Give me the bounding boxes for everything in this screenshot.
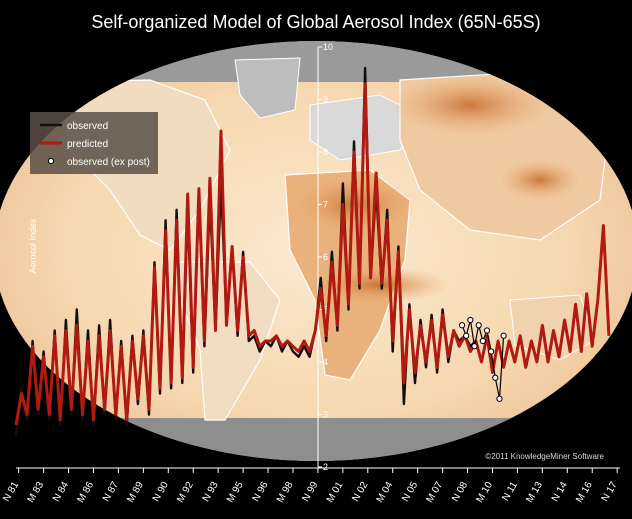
series-expost-point bbox=[479, 337, 486, 345]
x-axis-ticks: N 81 M 83 N 84 M 86 N 87 M 89 N 90 M 92 N 93 M 95… bbox=[1, 468, 620, 505]
chart-title: Self-organized Model of Global Aerosol I… bbox=[91, 12, 540, 32]
series-expost-point bbox=[475, 322, 482, 329]
series-expost-point bbox=[500, 332, 507, 339]
x-tick-label: N 05 bbox=[400, 480, 420, 504]
x-tick-label: M 98 bbox=[275, 480, 296, 505]
x-tick-label: N 84 bbox=[51, 480, 71, 504]
y-tick-label: 3 bbox=[323, 410, 328, 420]
x-tick-label: N 17 bbox=[600, 480, 620, 504]
x-tick-label: N 93 bbox=[201, 480, 221, 504]
x-tick-label: N 14 bbox=[550, 480, 570, 504]
x-tick-label: N 11 bbox=[500, 480, 520, 504]
x-tick-label: M 10 bbox=[474, 480, 495, 505]
legend-observed-label: observed bbox=[67, 121, 108, 132]
legend-expost-swatch bbox=[47, 157, 55, 165]
y-axis-title: Aerosol Index bbox=[28, 218, 38, 274]
x-tick-label: N 87 bbox=[101, 480, 121, 504]
x-tick-label: M 92 bbox=[175, 480, 196, 505]
y-tick-label: 2 bbox=[323, 462, 328, 472]
series-expost-point bbox=[471, 343, 478, 350]
x-tick-label: M 01 bbox=[325, 480, 346, 505]
south-asia-dust-plume bbox=[500, 160, 580, 200]
series-expost-point bbox=[483, 327, 491, 334]
y-tick-label: 9 bbox=[323, 95, 328, 105]
x-tick-label: N 81 bbox=[1, 480, 21, 504]
south-polar-region bbox=[0, 418, 632, 461]
x-tick-label: M 04 bbox=[375, 480, 396, 505]
x-tick-label: M 95 bbox=[225, 480, 246, 505]
x-tick-label: N 02 bbox=[350, 480, 370, 504]
greenland-landmass bbox=[234, 57, 301, 119]
y-axis-ticks: 2 3 4 5 6 7 8 9 10 bbox=[318, 42, 333, 472]
series-expost-point bbox=[492, 374, 499, 381]
x-tick-label: M 86 bbox=[75, 480, 96, 505]
legend: observed predicted observed (ex post) bbox=[30, 112, 158, 174]
series-expost-point bbox=[488, 348, 495, 355]
series-expost-point bbox=[496, 395, 503, 402]
x-tick-label: N 90 bbox=[151, 480, 171, 504]
atlantic-dust-plume bbox=[310, 267, 450, 303]
series-expost-point bbox=[467, 316, 474, 324]
x-tick-label: M 89 bbox=[125, 480, 146, 505]
x-tick-label: N 08 bbox=[450, 480, 470, 504]
x-tick-label: M 16 bbox=[574, 480, 595, 505]
y-tick-label: 4 bbox=[323, 357, 328, 367]
x-tick-label: N 99 bbox=[300, 480, 320, 504]
y-tick-label: 10 bbox=[323, 42, 333, 52]
credit-text: ©2011 KnowledgeMiner Software bbox=[485, 452, 604, 461]
series-predicted-line bbox=[14, 82, 611, 426]
y-tick-label: 8 bbox=[323, 147, 328, 157]
y-tick-label: 6 bbox=[323, 252, 328, 262]
x-tick-label: M 13 bbox=[524, 480, 545, 505]
x-tick-label: N 96 bbox=[251, 480, 271, 504]
legend-predicted-label: predicted bbox=[67, 139, 108, 150]
legend-expost-label: observed (ex post) bbox=[67, 157, 150, 168]
x-tick-label: M 07 bbox=[425, 480, 446, 505]
asian-dust-plume bbox=[390, 75, 550, 135]
y-tick-label: 7 bbox=[323, 200, 328, 210]
series-expost-point bbox=[463, 332, 470, 339]
series-layer bbox=[14, 66, 611, 436]
north-polar-region bbox=[0, 41, 632, 82]
series-expost-point bbox=[458, 322, 466, 329]
x-tick-label: M 83 bbox=[26, 480, 47, 505]
y-tick-label: 5 bbox=[323, 305, 328, 315]
